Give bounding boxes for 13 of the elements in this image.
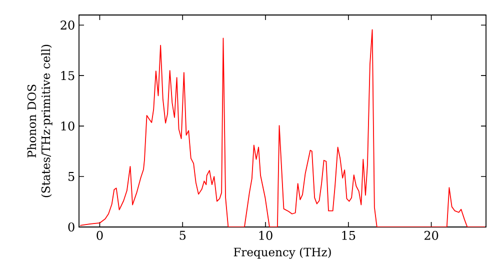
x-tick-label: 20 — [424, 230, 438, 240]
y-axis-title: Phonon DOS (States/THz·primitive cell) — [27, 44, 52, 198]
y-tick-label: 15 — [61, 71, 74, 80]
x-axis-title: Frequency (THz) — [234, 247, 331, 259]
y-tick-label: 5 — [68, 172, 74, 181]
x-tick-label: 10 — [259, 230, 272, 240]
x-tick-label: 0 — [96, 230, 103, 240]
line-series — [80, 29, 486, 227]
x-tick-label: 5 — [180, 230, 186, 240]
y-tick-label: 10 — [61, 122, 74, 131]
y-tick-label: 0 — [68, 222, 74, 232]
y-tick-label: 20 — [60, 20, 74, 30]
x-tick-label: 15 — [342, 230, 356, 240]
